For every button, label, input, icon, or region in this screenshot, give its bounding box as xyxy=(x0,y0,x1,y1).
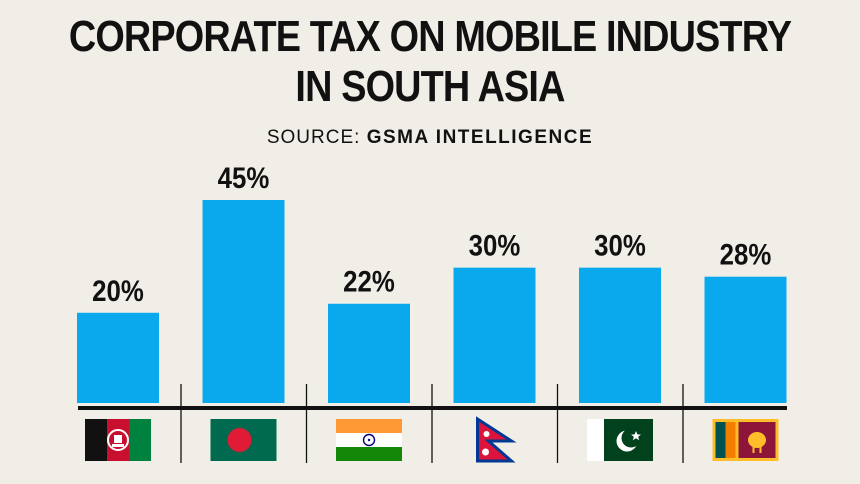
bar-sri-lanka xyxy=(704,276,787,403)
india-flag xyxy=(336,419,402,461)
source-prefix: SOURCE: xyxy=(266,127,361,148)
chart-title: CORPORATE TAX ON MOBILE INDUSTRY IN SOUT… xyxy=(60,12,800,112)
pakistan-flag xyxy=(587,419,653,461)
source-line: SOURCE: GSMA INTELLIGENCE xyxy=(0,127,860,149)
afghanistan-flag xyxy=(85,419,151,461)
bar-bangladesh xyxy=(202,200,285,403)
data-label-afghanistan: 20% xyxy=(92,274,144,307)
bangladesh-flag xyxy=(210,419,277,461)
source-name: GSMA INTELLIGENCE xyxy=(366,127,594,148)
sri-lanka-flag xyxy=(712,419,779,461)
data-label-pakistan: 30% xyxy=(594,229,646,262)
nepal-flag xyxy=(476,416,517,463)
bar-pakistan xyxy=(579,267,661,403)
title-line-2: IN SOUTH ASIA xyxy=(295,62,565,111)
data-label-nepal: 30% xyxy=(469,229,521,262)
bar-india xyxy=(328,303,410,403)
bar-nepal xyxy=(453,267,536,403)
data-label-sri-lanka: 28% xyxy=(720,238,772,271)
bar-afghanistan xyxy=(77,312,159,403)
data-label-bangladesh: 45% xyxy=(218,161,270,194)
title-line-1: CORPORATE TAX ON MOBILE INDUSTRY xyxy=(68,12,792,61)
data-label-india: 22% xyxy=(343,265,395,298)
